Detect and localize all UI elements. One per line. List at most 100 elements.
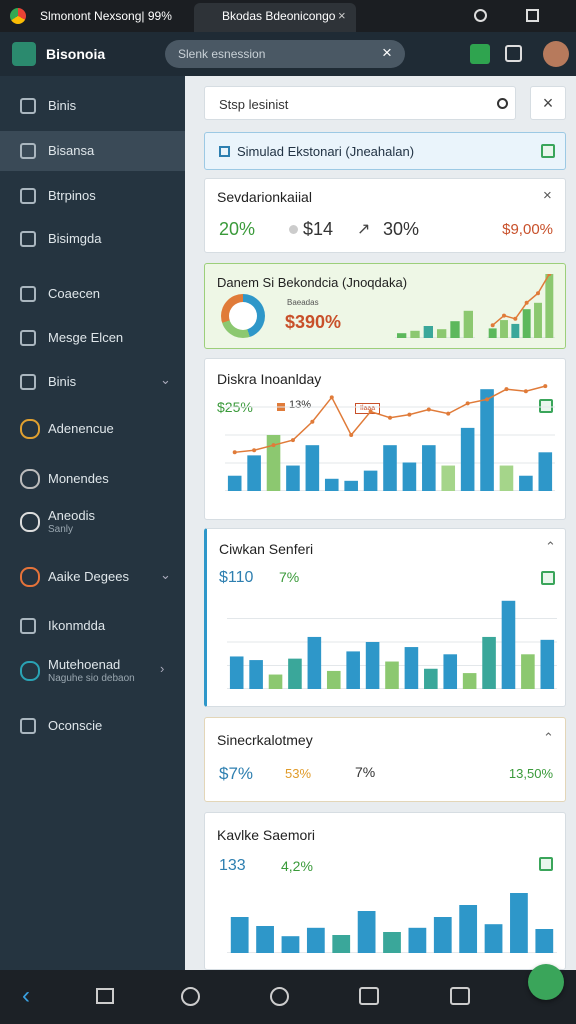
close-button[interactable]: ×: [543, 187, 552, 204]
bar: [247, 455, 261, 491]
sidebar-icon: [20, 512, 40, 532]
nav-button[interactable]: [181, 987, 200, 1006]
line-point: [523, 389, 528, 394]
bar: [424, 668, 438, 689]
sidebar-item[interactable]: Aaike Degees ⌄: [0, 557, 185, 597]
search-field[interactable]: Stsp lesinist: [204, 86, 516, 120]
calendar-icon[interactable]: [505, 45, 522, 62]
chart: [225, 384, 555, 491]
avatar[interactable]: [543, 41, 569, 67]
card: Ciwkan Senferi ⌃ $110 7%: [204, 528, 566, 707]
sidebar-item[interactable]: Binis: [0, 86, 185, 126]
tab-title[interactable]: Slmonont Nexsong| 99%: [40, 9, 172, 23]
sidebar-item[interactable]: Bisimgda: [0, 219, 185, 259]
nav-button[interactable]: [450, 987, 470, 1005]
fab[interactable]: [528, 964, 564, 1000]
sidebar-item[interactable]: Mutehoenad Naguhe sio debaon ›: [0, 651, 185, 691]
card: Danem Si Bekondcia (Jnoqdaka) Baeadas $3…: [204, 263, 566, 349]
sidebar-item[interactable]: Btrpinos: [0, 176, 185, 216]
bar: [511, 323, 520, 338]
nav-button[interactable]: [359, 987, 379, 1005]
tab-title[interactable]: Bkodas Bdeonicongo: [222, 9, 336, 23]
sidebar-icon: [20, 231, 36, 247]
bottom-nav: ‹: [0, 964, 576, 1024]
sidebar-icon: [20, 98, 36, 114]
bar: [501, 600, 516, 689]
sidebar-icon: [20, 188, 36, 204]
card: Diskra Inoanlday $25% 13% Ilaaa: [204, 358, 566, 520]
sidebar-label: Aaike Degees: [48, 569, 129, 584]
bar: [408, 927, 427, 953]
line-point: [504, 387, 509, 392]
bar: [365, 642, 380, 689]
app-name: Bisonoia: [46, 46, 106, 62]
banner: Simulad Ekstonari (Jneahalan): [204, 132, 566, 170]
bar: [482, 636, 496, 689]
bar: [363, 470, 378, 491]
line-point: [524, 300, 529, 305]
stat: $110: [219, 569, 254, 586]
chart: [227, 893, 557, 953]
bar: [227, 475, 242, 491]
stat: 30%: [383, 219, 420, 239]
value: $390%: [285, 312, 342, 332]
stat: 4,2%: [281, 858, 313, 874]
sidebar-item[interactable]: Coaecen: [0, 274, 185, 314]
status-icon: [474, 9, 487, 22]
sidebar-item[interactable]: Adenencue: [0, 409, 185, 449]
bar: [535, 929, 554, 953]
sidebar-item[interactable]: Aneodis Sanly: [0, 502, 185, 542]
window-icon[interactable]: [526, 9, 539, 22]
bar: [256, 926, 274, 953]
sidebar-item[interactable]: Bisansa: [0, 131, 185, 171]
line-point: [407, 412, 412, 417]
back-button[interactable]: ‹: [22, 982, 30, 1009]
line-point: [536, 291, 540, 296]
home-button[interactable]: [96, 988, 114, 1004]
sidebar-sublabel: Naguhe sio debaon: [48, 673, 135, 684]
line-point: [271, 443, 276, 448]
bar: [422, 445, 436, 491]
label: Baeadas: [287, 298, 319, 307]
sidebar-icon: [20, 374, 36, 390]
bar: [441, 465, 456, 491]
sidebar-label: Adenencue: [48, 421, 114, 436]
tab-close[interactable]: ×: [338, 8, 346, 23]
stat: 13,50%: [508, 766, 553, 781]
collapse[interactable]: ⌃: [545, 539, 556, 554]
chevron: ›: [160, 661, 165, 676]
sidebar-item[interactable]: Monendes: [0, 459, 185, 499]
active-tab[interactable]: [194, 3, 356, 32]
sidebar-item[interactable]: Oconscie: [0, 706, 185, 746]
dot: [289, 225, 298, 234]
checkbox[interactable]: [539, 857, 553, 871]
sidebar-label: Bisimgda: [48, 231, 102, 246]
bar: [460, 427, 475, 491]
mini-chart: [487, 274, 555, 338]
checkbox[interactable]: [541, 144, 555, 158]
bar: [510, 893, 528, 953]
chevron: ⌄: [160, 567, 171, 582]
bar: [522, 309, 531, 338]
checkbox[interactable]: [539, 399, 553, 413]
nav-button[interactable]: [270, 987, 289, 1006]
sidebar-item[interactable]: Mesge Elcen: [0, 318, 185, 358]
sidebar-label: Coaecen: [48, 286, 101, 301]
close-button[interactable]: ×: [530, 86, 566, 120]
bar: [433, 917, 452, 953]
collapse[interactable]: ⌃: [543, 730, 554, 745]
app-icon[interactable]: [470, 44, 490, 64]
line-point: [252, 448, 257, 453]
search-box[interactable]: [165, 40, 405, 68]
sidebar-item[interactable]: Ikonmdda: [0, 606, 185, 646]
stat: 7%: [279, 569, 300, 585]
clear-button[interactable]: ×: [382, 43, 392, 62]
checkbox[interactable]: [541, 571, 555, 585]
line-point: [310, 419, 315, 424]
bar: [534, 302, 542, 338]
bar: [357, 911, 376, 953]
sidebar-icon: [20, 330, 36, 346]
line-point: [368, 409, 373, 414]
bar: [249, 660, 263, 689]
sidebar-item[interactable]: Binis ⌄: [0, 362, 185, 402]
